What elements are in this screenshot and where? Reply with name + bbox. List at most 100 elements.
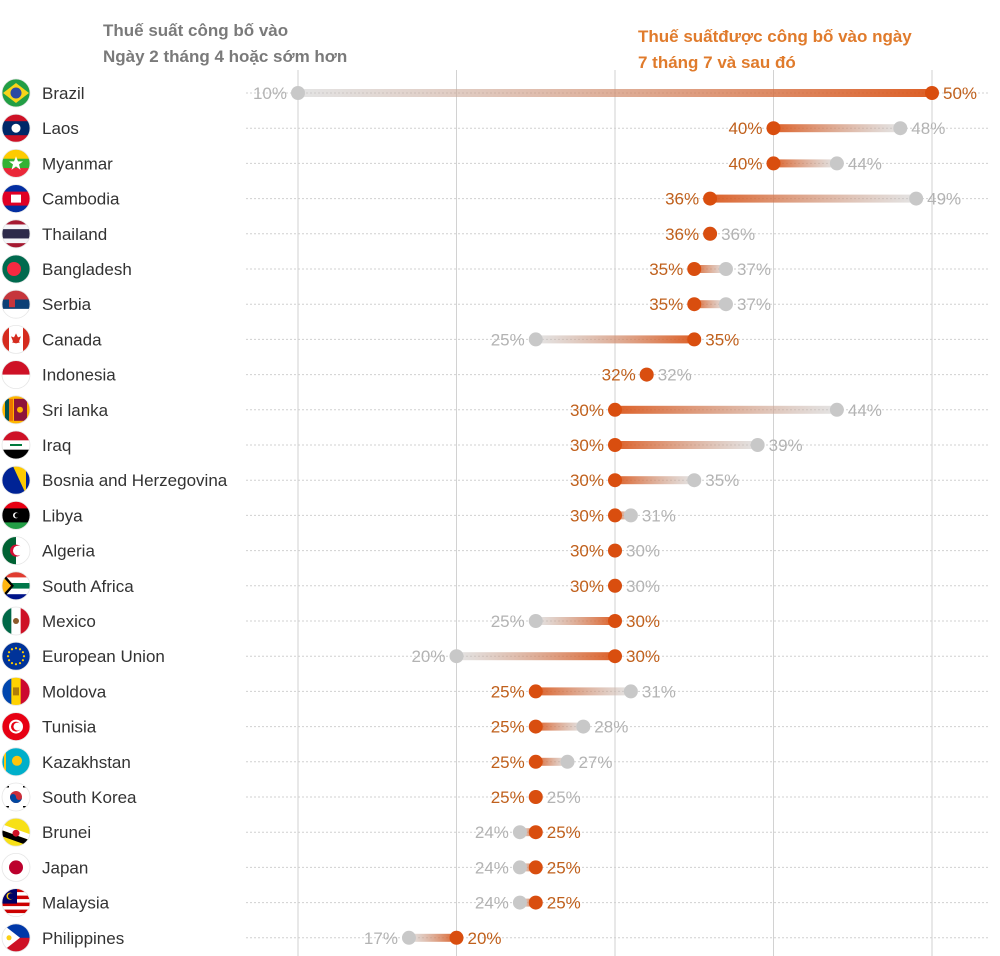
country-label: Thailand [42, 225, 107, 244]
bosnia-flag-icon [2, 466, 30, 495]
myanmar-flag-icon [2, 149, 30, 178]
country-label: Mexico [42, 612, 96, 631]
country-label: Myanmar [42, 154, 113, 173]
row-brunei: Brunei 24% 25% [1, 817, 990, 847]
serbia-flag-icon [2, 290, 30, 319]
new-rate-label: 30% [570, 577, 604, 596]
cambodia-flag-icon [2, 184, 30, 213]
old-rate-label: 37% [737, 260, 771, 279]
country-label: Iraq [42, 436, 71, 455]
old-rate-label: 10% [253, 84, 287, 103]
old-rate-label: 27% [578, 753, 612, 772]
indonesia-flag-icon [2, 360, 30, 389]
new-rate-label: 32% [602, 366, 636, 385]
country-label: South Africa [42, 577, 134, 596]
connector-bar [615, 476, 695, 485]
row-malaysia: Malaysia 24% 25% [1, 888, 990, 917]
row-indonesia: Indonesia 32% 32% [1, 360, 990, 390]
country-label: Cambodia [42, 190, 120, 209]
flag-outline [1, 677, 31, 706]
row-japan: Japan 24% 25% [1, 853, 990, 882]
old-rate-label: 25% [547, 788, 581, 807]
legend-new-line1: Thuế suấtđược công bố vào ngày [638, 27, 912, 46]
bangladesh-flag-icon [2, 255, 30, 283]
new-rate-label: 30% [626, 612, 660, 631]
flag-outline [1, 712, 31, 741]
old-rate-dot [750, 438, 765, 452]
country-label: Kazakhstan [42, 753, 131, 772]
brunei-flag-icon [2, 818, 30, 847]
old-rate-label: 30% [626, 577, 660, 596]
connector-bar [773, 159, 837, 168]
row-laos: Laos 48% 40% [1, 113, 990, 143]
new-rate-label: 40% [728, 154, 762, 173]
japan-flag-icon [2, 853, 30, 882]
new-rate-label: 36% [665, 225, 699, 244]
row-moldova: Moldova 31% 25% [1, 677, 990, 706]
new-rate-dot [608, 614, 622, 628]
country-label: Canada [42, 330, 102, 349]
row-cambodia: Cambodia 49% 36% [1, 184, 990, 214]
row-canada: Canada 25% 35% [1, 324, 990, 354]
country-label: Serbia [42, 295, 92, 314]
country-label: European Union [42, 647, 165, 666]
old-rate-label: 35% [705, 471, 739, 490]
old-rate-dot [528, 614, 543, 628]
row-mexico: Mexico 25% 30% [1, 606, 990, 636]
old-rate-dot [829, 156, 844, 171]
new-rate-label: 25% [491, 718, 525, 737]
old-rate-dot [718, 262, 733, 276]
old-rate-label: 37% [737, 295, 771, 314]
new-rate-dot [608, 438, 622, 452]
old-rate-label: 36% [721, 225, 755, 244]
old-rate-dot [893, 121, 908, 136]
moldova-flag-icon [2, 677, 30, 706]
connector-bar [535, 335, 695, 344]
row-libya: Libya 31% 30% [1, 501, 990, 530]
old-rate-dot [576, 719, 591, 734]
flag-outline [1, 571, 31, 601]
old-rate-dot [560, 754, 575, 769]
old-rate-dot [687, 473, 702, 488]
new-rate-label: 30% [570, 471, 604, 490]
new-rate-dot [608, 508, 622, 523]
old-rate-dot [401, 930, 416, 945]
flag-outline [1, 782, 31, 812]
new-rate-dot [766, 121, 781, 136]
new-rate-dot [687, 297, 702, 312]
row-kazakhstan: Kazakhstan 27% 25% [1, 747, 990, 777]
old-rate-label: 28% [594, 718, 628, 737]
old-rate-label: 44% [848, 401, 882, 420]
old-rate-label: 39% [769, 436, 803, 455]
row-bangladesh: Bangladesh 37% 35% [1, 254, 990, 284]
country-label: Brunei [42, 823, 91, 842]
old-rate-dot [291, 86, 305, 100]
new-rate-dot [608, 649, 622, 664]
old-rate-label: 48% [911, 119, 945, 138]
country-label: Malaysia [42, 894, 110, 913]
row-iraq: Iraq 39% 30% [1, 430, 990, 460]
old-rate-dot [512, 895, 527, 910]
country-label: Moldova [42, 682, 107, 701]
philippines-flag-icon [2, 923, 30, 952]
country-label: Japan [42, 858, 88, 877]
new-rate-label: 30% [626, 647, 660, 666]
country-label: Philippines [42, 929, 124, 948]
row-tunisia: Tunisia 28% 25% [1, 712, 990, 741]
kazakhstan-flag-icon [2, 747, 30, 776]
connector-bar [615, 511, 631, 520]
connector-bar [615, 441, 758, 449]
country-label: Tunisia [42, 718, 97, 737]
new-rate-label: 30% [570, 506, 604, 525]
new-rate-dot [703, 226, 718, 241]
mexico-flag-icon [2, 607, 30, 635]
connector-bar [298, 89, 932, 97]
country-label: Algeria [42, 542, 95, 561]
tunisia-flag-icon [2, 712, 30, 741]
new-rate-dot [766, 156, 781, 171]
new-rate-label: 25% [547, 894, 581, 913]
old-rate-label: 49% [927, 190, 961, 209]
flag-outline [1, 747, 31, 777]
legend-new-line2: 7 tháng 7 và sau đó [638, 53, 796, 72]
